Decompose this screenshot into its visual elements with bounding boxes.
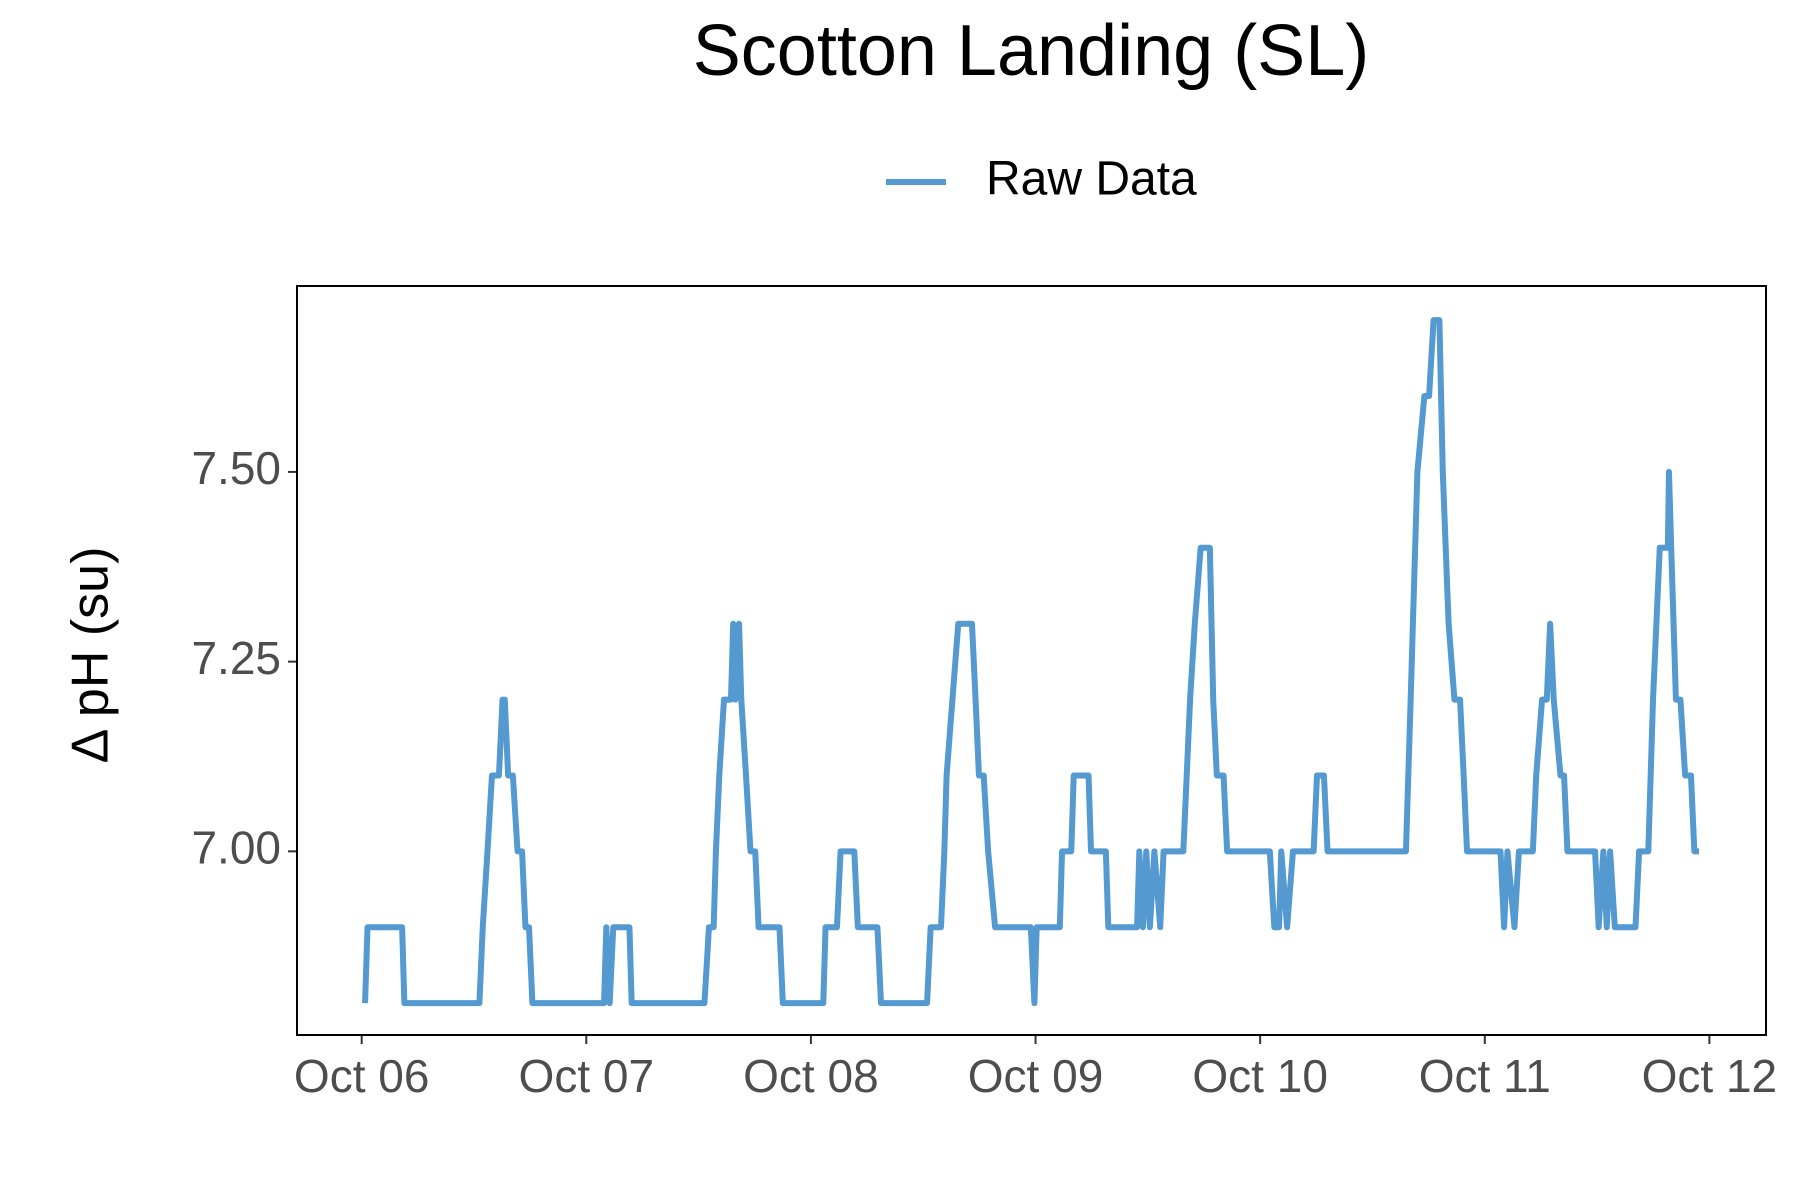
y-tick-label: 7.50 xyxy=(191,442,281,494)
x-tick-label: Oct 11 xyxy=(1419,1050,1551,1102)
x-tick-label: Oct 07 xyxy=(519,1050,655,1102)
x-tick-label: Oct 08 xyxy=(743,1050,879,1102)
plot-border xyxy=(296,285,1767,1036)
legend-label: Raw Data xyxy=(986,153,1197,206)
x-tick-label: Oct 12 xyxy=(1642,1050,1778,1102)
y-tick-label: 7.00 xyxy=(191,822,281,874)
x-tick-label: Oct 10 xyxy=(1192,1050,1328,1102)
y-tick-label: 7.25 xyxy=(191,632,281,684)
y-axis-label: Δ pH (su) xyxy=(62,547,120,764)
x-tick-label: Oct 06 xyxy=(294,1050,430,1102)
chart-title: Scotton Landing (SL) xyxy=(693,11,1369,91)
data-line xyxy=(362,317,1700,1007)
x-tick-label: Oct 09 xyxy=(968,1050,1104,1102)
